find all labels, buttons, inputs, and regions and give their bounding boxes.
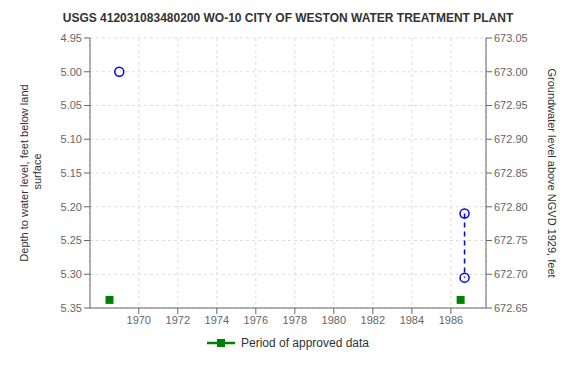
svg-text:4.95: 4.95	[61, 32, 82, 44]
svg-text:672.95: 672.95	[494, 99, 528, 111]
svg-text:672.65: 672.65	[494, 302, 528, 314]
svg-text:5.20: 5.20	[61, 201, 82, 213]
svg-text:5.00: 5.00	[61, 66, 82, 78]
svg-text:1980: 1980	[322, 314, 346, 326]
svg-text:1984: 1984	[400, 314, 424, 326]
html-text:Period of approved data: Period of approved data	[241, 336, 369, 350]
svg-text:672.80: 672.80	[494, 201, 528, 213]
svg-text:673.00: 673.00	[494, 66, 528, 78]
svg-text:5.35: 5.35	[61, 302, 82, 314]
svg-text:5.30: 5.30	[61, 268, 82, 280]
svg-text:672.70: 672.70	[494, 268, 528, 280]
svg-text:673.05: 673.05	[494, 32, 528, 44]
svg-text:1972: 1972	[166, 314, 190, 326]
svg-text:Depth to water level, feet bel: Depth to water level, feet below land su…	[18, 84, 43, 261]
svg-text:1974: 1974	[205, 314, 229, 326]
svg-text:1978: 1978	[283, 314, 307, 326]
svg-text:1970: 1970	[127, 314, 151, 326]
svg-text:5.10: 5.10	[61, 133, 82, 145]
svg-text:1986: 1986	[439, 314, 463, 326]
html-text:USGS 412031083480200 WO-10 CIT: USGS 412031083480200 WO-10 CITY OF WESTO…	[62, 11, 514, 25]
svg-text:1982: 1982	[361, 314, 385, 326]
svg-text:5.25: 5.25	[61, 234, 82, 246]
svg-text:Groundwater level above NGVD 1: Groundwater level above NGVD 1929, feet	[546, 68, 558, 277]
svg-text:5.05: 5.05	[61, 99, 82, 111]
svg-text:5.15: 5.15	[61, 167, 82, 179]
svg-text:672.85: 672.85	[494, 167, 528, 179]
svg-text:672.75: 672.75	[494, 234, 528, 246]
svg-text:1976: 1976	[244, 314, 268, 326]
svg-text:672.90: 672.90	[494, 133, 528, 145]
